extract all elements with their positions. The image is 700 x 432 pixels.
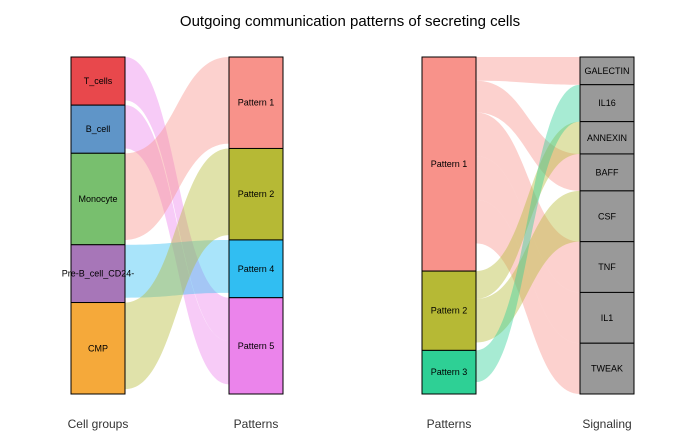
flow-pattern-2-to-annexin [476,121,580,299]
flow-monocyte-to-pattern-1 [125,57,229,240]
source-node-t-cells [70,56,126,106]
source-node-pre-b-cell-cd24 [70,244,126,304]
target-node-baff [579,153,635,192]
flow-b-cell-to-pattern-5 [125,105,229,385]
source-node-pattern-1 [421,56,477,272]
target-node-label-csf: CSF [598,211,617,221]
source-node-pattern-3 [421,349,477,395]
source-node-label-monocyte: Monocyte [78,194,117,204]
nodes-layer: Pattern 1 Pattern 2 Pattern 3 GALECTIN IL16 A… [421,56,635,395]
target-node-galectin [579,56,635,86]
right-axis-label: Patterns [234,417,279,431]
target-node-label-annexin: ANNEXIN [587,133,627,143]
flow-pattern-1-to-baff [476,80,580,191]
flow-pattern-1-to-tnf [476,112,580,293]
source-node-monocyte [70,152,126,246]
source-node-pattern-2 [421,270,477,351]
source-node-cmp [70,302,126,395]
left-axis-label: Patterns [427,417,472,431]
target-node-label-pattern-5: Pattern 5 [238,341,275,351]
target-node-label-il1: IL1 [601,313,614,323]
target-node-pattern-4 [228,239,284,299]
chart-title: Outgoing communication patterns of secre… [180,13,520,30]
target-node-tnf [579,241,635,293]
nodes-layer: T_cells B_cell Monocyte Pre-B_cell_CD24- CMP… [62,56,284,395]
source-node-b-cell [70,104,126,154]
flow-cmp-to-pattern-2 [125,148,229,390]
source-node-label-cmp: CMP [88,343,108,353]
flow-pattern-3-to-il16 [476,84,580,383]
target-node-il1 [579,291,635,344]
target-node-annexin [579,121,635,155]
alluvial-panel: T_cells B_cell Monocyte Pre-B_cell_CD24- CMP… [62,56,284,431]
flow-pattern-1-to-tweak [476,199,580,394]
source-node-label-b-cell: B_cell [86,124,111,134]
source-node-label-pre-b-cell-cd24: Pre-B_cell_CD24- [62,269,135,279]
flow-pattern-1-to-galectin [476,57,580,85]
right-axis-label: Signaling [582,417,631,431]
flow-pattern-2-to-csf [476,190,580,343]
target-node-label-tnf: TNF [598,262,616,272]
target-node-label-tweak: TWEAK [591,364,623,374]
target-node-pattern-5 [228,297,284,395]
source-node-label-pattern-3: Pattern 3 [431,367,468,377]
alluvial-panel: Pattern 1 Pattern 2 Pattern 3 GALECTIN IL16 A… [421,56,635,431]
flow-pre-b-cell-cd24-to-pattern-4 [125,239,229,298]
target-node-csf [579,190,635,243]
target-node-pattern-1 [228,56,284,149]
source-node-label-t-cells: T_cells [84,76,113,86]
target-node-label-pattern-1: Pattern 1 [238,98,275,108]
target-node-label-baff: BAFF [595,167,619,177]
flows-layer [125,57,229,390]
target-node-label-il16: IL16 [598,98,616,108]
target-node-label-pattern-2: Pattern 2 [238,189,275,199]
source-node-label-pattern-1: Pattern 1 [431,159,468,169]
left-axis-label: Cell groups [68,417,129,431]
flows-layer [476,57,580,394]
flow-pattern-1-to-il1 [476,156,580,344]
target-node-label-pattern-4: Pattern 4 [238,264,275,274]
target-node-label-galectin: GALECTIN [584,66,629,76]
source-node-label-pattern-2: Pattern 2 [431,306,468,316]
target-node-tweak [579,342,635,395]
panels: T_cells B_cell Monocyte Pre-B_cell_CD24- CMP… [62,56,635,431]
flow-t-cells-to-pattern-5 [125,57,229,342]
target-node-il16 [579,84,635,123]
